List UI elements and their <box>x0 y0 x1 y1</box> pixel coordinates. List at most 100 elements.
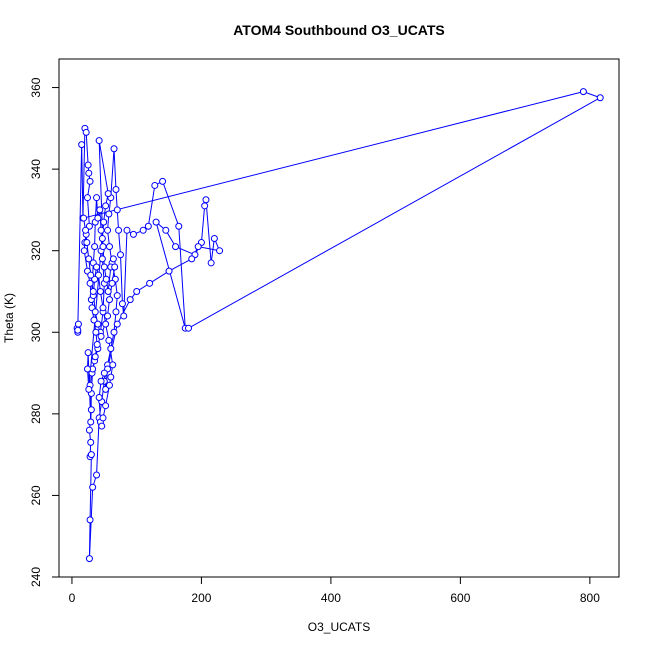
data-point <box>100 263 108 271</box>
data-point <box>96 287 104 295</box>
series-segment <box>198 246 220 252</box>
data-point <box>216 247 224 255</box>
series-segment <box>205 199 212 263</box>
data-point <box>97 226 105 234</box>
data-point <box>107 373 115 381</box>
data-point <box>82 226 90 234</box>
x-tick-label: 600 <box>450 591 470 605</box>
data-point <box>151 181 159 189</box>
series-segment <box>118 230 122 255</box>
data-point <box>85 426 93 434</box>
data-point <box>99 304 107 312</box>
data-point <box>112 308 120 316</box>
data-point <box>172 243 180 251</box>
series-segment <box>147 185 156 227</box>
data-point <box>194 243 202 251</box>
data-point <box>97 377 105 385</box>
y-tick-label: 280 <box>29 404 43 424</box>
data-point <box>118 300 126 308</box>
data-point <box>90 316 98 324</box>
data-point <box>98 234 106 242</box>
data-point <box>105 296 113 304</box>
data-point <box>93 194 101 202</box>
data-point <box>126 296 134 304</box>
series-segment <box>86 197 90 227</box>
data-point <box>110 328 118 336</box>
series-segment <box>85 132 89 166</box>
data-point <box>86 279 94 287</box>
data-point <box>152 218 160 226</box>
data-point <box>86 516 94 524</box>
data-point <box>115 226 123 234</box>
data-point <box>85 255 93 263</box>
data-point <box>201 202 209 210</box>
data-point <box>91 275 99 283</box>
data-point <box>93 471 101 479</box>
series-layer <box>73 88 604 563</box>
series-segment <box>94 222 96 247</box>
data-point <box>102 275 110 283</box>
series-segment <box>98 140 109 194</box>
series-segment <box>188 97 601 329</box>
data-point <box>109 255 117 263</box>
data-point <box>94 320 102 328</box>
data-point <box>98 255 106 263</box>
data-point <box>80 214 88 222</box>
data-point <box>202 196 210 204</box>
data-point <box>109 361 117 369</box>
data-point <box>207 259 215 267</box>
data-point <box>105 210 113 218</box>
data-point <box>97 332 105 340</box>
series-segment <box>149 270 170 284</box>
data-point <box>74 326 82 334</box>
data-point <box>91 353 99 361</box>
data-point <box>117 251 125 259</box>
data-point <box>91 308 99 316</box>
data-point <box>85 169 93 177</box>
data-point <box>102 202 110 210</box>
data-point <box>162 226 170 234</box>
series-segment <box>178 226 186 329</box>
data-point <box>104 287 112 295</box>
series-segment <box>110 148 115 198</box>
data-point <box>80 247 88 255</box>
data-point <box>123 226 131 234</box>
series-segment <box>120 254 123 304</box>
data-point <box>98 422 106 430</box>
series-segment <box>108 340 114 365</box>
data-point <box>89 287 97 295</box>
chart-title: ATOM4 Southbound O3_UCATS <box>233 22 445 38</box>
data-point <box>105 336 113 344</box>
data-point <box>82 128 90 136</box>
data-point <box>85 385 93 393</box>
data-point <box>111 263 119 271</box>
data-point <box>99 414 107 422</box>
data-point <box>96 206 104 214</box>
data-point <box>104 312 112 320</box>
data-point <box>86 177 94 185</box>
y-tick-label: 260 <box>29 485 43 505</box>
series-segment <box>200 205 206 243</box>
series-segment <box>162 181 180 227</box>
x-axis-label: O3_UCATS <box>308 620 370 634</box>
data-point <box>89 483 97 491</box>
data-point <box>84 349 92 357</box>
y-tick-label: 240 <box>29 567 43 587</box>
data-point <box>87 438 95 446</box>
data-point <box>108 279 116 287</box>
data-point <box>113 320 121 328</box>
y-tick-label: 300 <box>29 322 43 342</box>
y-axis-label: Theta (K) <box>2 293 16 343</box>
data-point <box>87 418 95 426</box>
data-point <box>83 194 91 202</box>
data-point <box>100 369 108 377</box>
data-point <box>93 263 101 271</box>
data-point <box>83 365 91 373</box>
data-point <box>105 243 113 251</box>
data-point <box>129 230 137 238</box>
data-point <box>102 402 110 410</box>
data-point <box>112 186 120 194</box>
data-point <box>94 214 102 222</box>
data-point <box>78 141 86 149</box>
